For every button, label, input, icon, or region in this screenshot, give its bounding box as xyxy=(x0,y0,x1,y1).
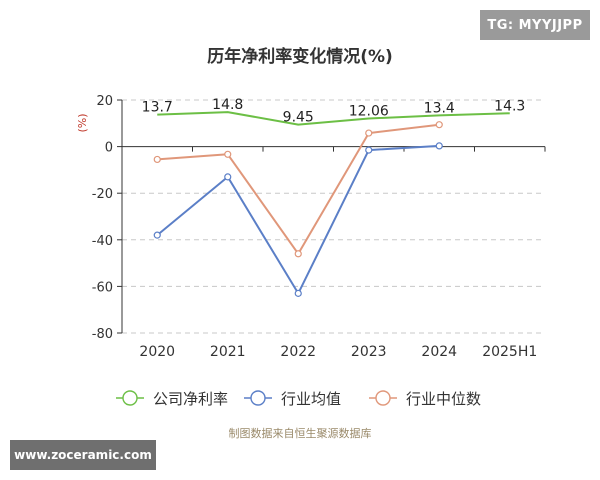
y-tick-label: -20 xyxy=(92,187,113,202)
x-tick-label: 2023 xyxy=(351,344,387,360)
data-source-note: 制图数据来自恒生聚源数据库 xyxy=(228,427,372,440)
data-point[interactable] xyxy=(153,155,161,164)
y-tick-label: 0 xyxy=(105,141,113,156)
legend-swatch-marker xyxy=(122,390,138,406)
data-point[interactable] xyxy=(224,150,232,158)
series-line xyxy=(157,111,510,126)
chart-title: 历年净利率变化情况(%) xyxy=(207,46,393,67)
data-point[interactable] xyxy=(365,146,373,154)
data-point[interactable] xyxy=(365,129,373,137)
data-point[interactable] xyxy=(435,142,443,150)
legend-label[interactable]: 行业均值 xyxy=(281,390,341,408)
data-label: 13.4 xyxy=(424,100,455,116)
series-line xyxy=(157,123,440,255)
legend-swatch-marker xyxy=(250,390,266,406)
legend-swatch-marker xyxy=(375,390,391,406)
telegram-badge: TG: MYYJJPP xyxy=(480,10,590,40)
data-point[interactable] xyxy=(153,231,161,239)
data-label: 14.8 xyxy=(212,97,243,113)
data-point[interactable] xyxy=(294,289,302,297)
y-tick-label: -80 xyxy=(92,327,113,342)
legend-label[interactable]: 公司净利率 xyxy=(153,390,228,408)
legend-label[interactable]: 行业中位数 xyxy=(406,390,481,408)
data-label: 12.06 xyxy=(349,104,389,120)
x-tick-label: 2022 xyxy=(280,344,316,360)
x-tick-label: 2020 xyxy=(139,344,175,360)
x-tick-label: 2024 xyxy=(421,344,457,360)
series-line xyxy=(156,144,440,295)
y-tick-label: -60 xyxy=(92,280,113,295)
y-tick-label: 20 xyxy=(96,94,113,109)
data-label: 9.45 xyxy=(283,110,314,126)
x-tick-label: 2025H1 xyxy=(482,344,537,360)
data-point[interactable] xyxy=(294,250,302,258)
y-tick-label: -40 xyxy=(92,234,113,249)
x-tick-label: 2021 xyxy=(210,344,246,360)
data-label: 14.3 xyxy=(494,98,525,114)
data-point[interactable] xyxy=(224,173,232,181)
data-label: 13.7 xyxy=(142,100,173,116)
data-point[interactable] xyxy=(435,121,443,129)
y-axis-unit-label: (%) xyxy=(76,113,89,132)
website-badge[interactable]: www.zoceramic.com xyxy=(10,440,156,470)
